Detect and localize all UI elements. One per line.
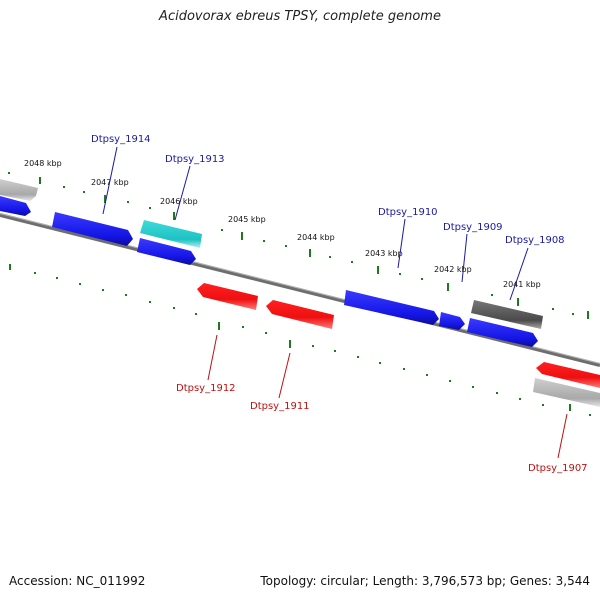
- leader-line: [557, 413, 568, 459]
- gene-arrow-pseudo[interactable]: [471, 300, 543, 329]
- lower-scale-ticks: [9, 264, 591, 416]
- upper-gene-labels: Dtpsy_1914 Dtpsy_1913 Dtpsy_1910 Dtpsy_1…: [91, 134, 565, 246]
- map-title: Acidovorax ebreus TPSY, complete genome: [159, 9, 441, 24]
- gene-arrow-forward[interactable]: [0, 196, 31, 216]
- gene-arrow-forward[interactable]: [439, 312, 465, 330]
- upper-leader-lines: [102, 146, 529, 301]
- genome-summary-text: Topology: circular; Length: 3,796,573 bp…: [260, 574, 590, 588]
- scale-label: 2046 kbp: [160, 197, 198, 206]
- gene-arrow-forward[interactable]: [137, 238, 196, 265]
- gene-label-dtpsy-1910[interactable]: Dtpsy_1910: [378, 207, 438, 218]
- gene-arrow-highlight[interactable]: [140, 220, 202, 248]
- gene-arrow-forward[interactable]: [467, 318, 538, 347]
- scale-label: 2044 kbp: [297, 233, 335, 242]
- lower-leader-lines: [207, 334, 568, 459]
- gene-label-dtpsy-1907[interactable]: Dtpsy_1907: [528, 463, 588, 474]
- leader-line: [278, 352, 291, 399]
- scale-label: 2045 kbp: [228, 215, 266, 224]
- scale-label: 2048 kbp: [24, 159, 62, 168]
- leader-line: [207, 334, 218, 381]
- gene-label-dtpsy-1912[interactable]: Dtpsy_1912: [176, 383, 236, 394]
- accession-text: Accession: NC_011992: [9, 574, 146, 588]
- gene-label-dtpsy-1908[interactable]: Dtpsy_1908: [505, 235, 565, 246]
- gene-arrow-light[interactable]: [533, 378, 600, 407]
- scale-label: 2042 kbp: [434, 265, 472, 274]
- leader-line: [461, 233, 468, 283]
- leader-line: [397, 218, 406, 269]
- gene-label-dtpsy-1911[interactable]: Dtpsy_1911: [250, 401, 310, 412]
- leader-line: [174, 165, 191, 221]
- gene-label-dtpsy-1913[interactable]: Dtpsy_1913: [165, 154, 225, 165]
- upper-scale-ticks: [8, 172, 589, 319]
- gene-arrow-forward[interactable]: [344, 290, 439, 325]
- genome-backbone: [0, 213, 600, 367]
- gene-arrow-light[interactable]: [0, 179, 38, 201]
- gene-arrow-reverse[interactable]: [197, 283, 258, 310]
- leader-line: [102, 146, 118, 215]
- leader-line: [509, 247, 529, 301]
- gene-arrow-reverse[interactable]: [266, 300, 334, 329]
- gene-arrow-forward[interactable]: [52, 212, 133, 246]
- gene-label-dtpsy-1914[interactable]: Dtpsy_1914: [91, 134, 151, 145]
- scale-label: 2043 kbp: [365, 249, 403, 258]
- lower-gene-labels: Dtpsy_1912 Dtpsy_1911 Dtpsy_1907: [176, 383, 588, 474]
- gene-label-dtpsy-1909[interactable]: Dtpsy_1909: [443, 222, 503, 233]
- gene-arrow-reverse[interactable]: [536, 362, 600, 388]
- scale-label: 2041 kbp: [503, 280, 541, 289]
